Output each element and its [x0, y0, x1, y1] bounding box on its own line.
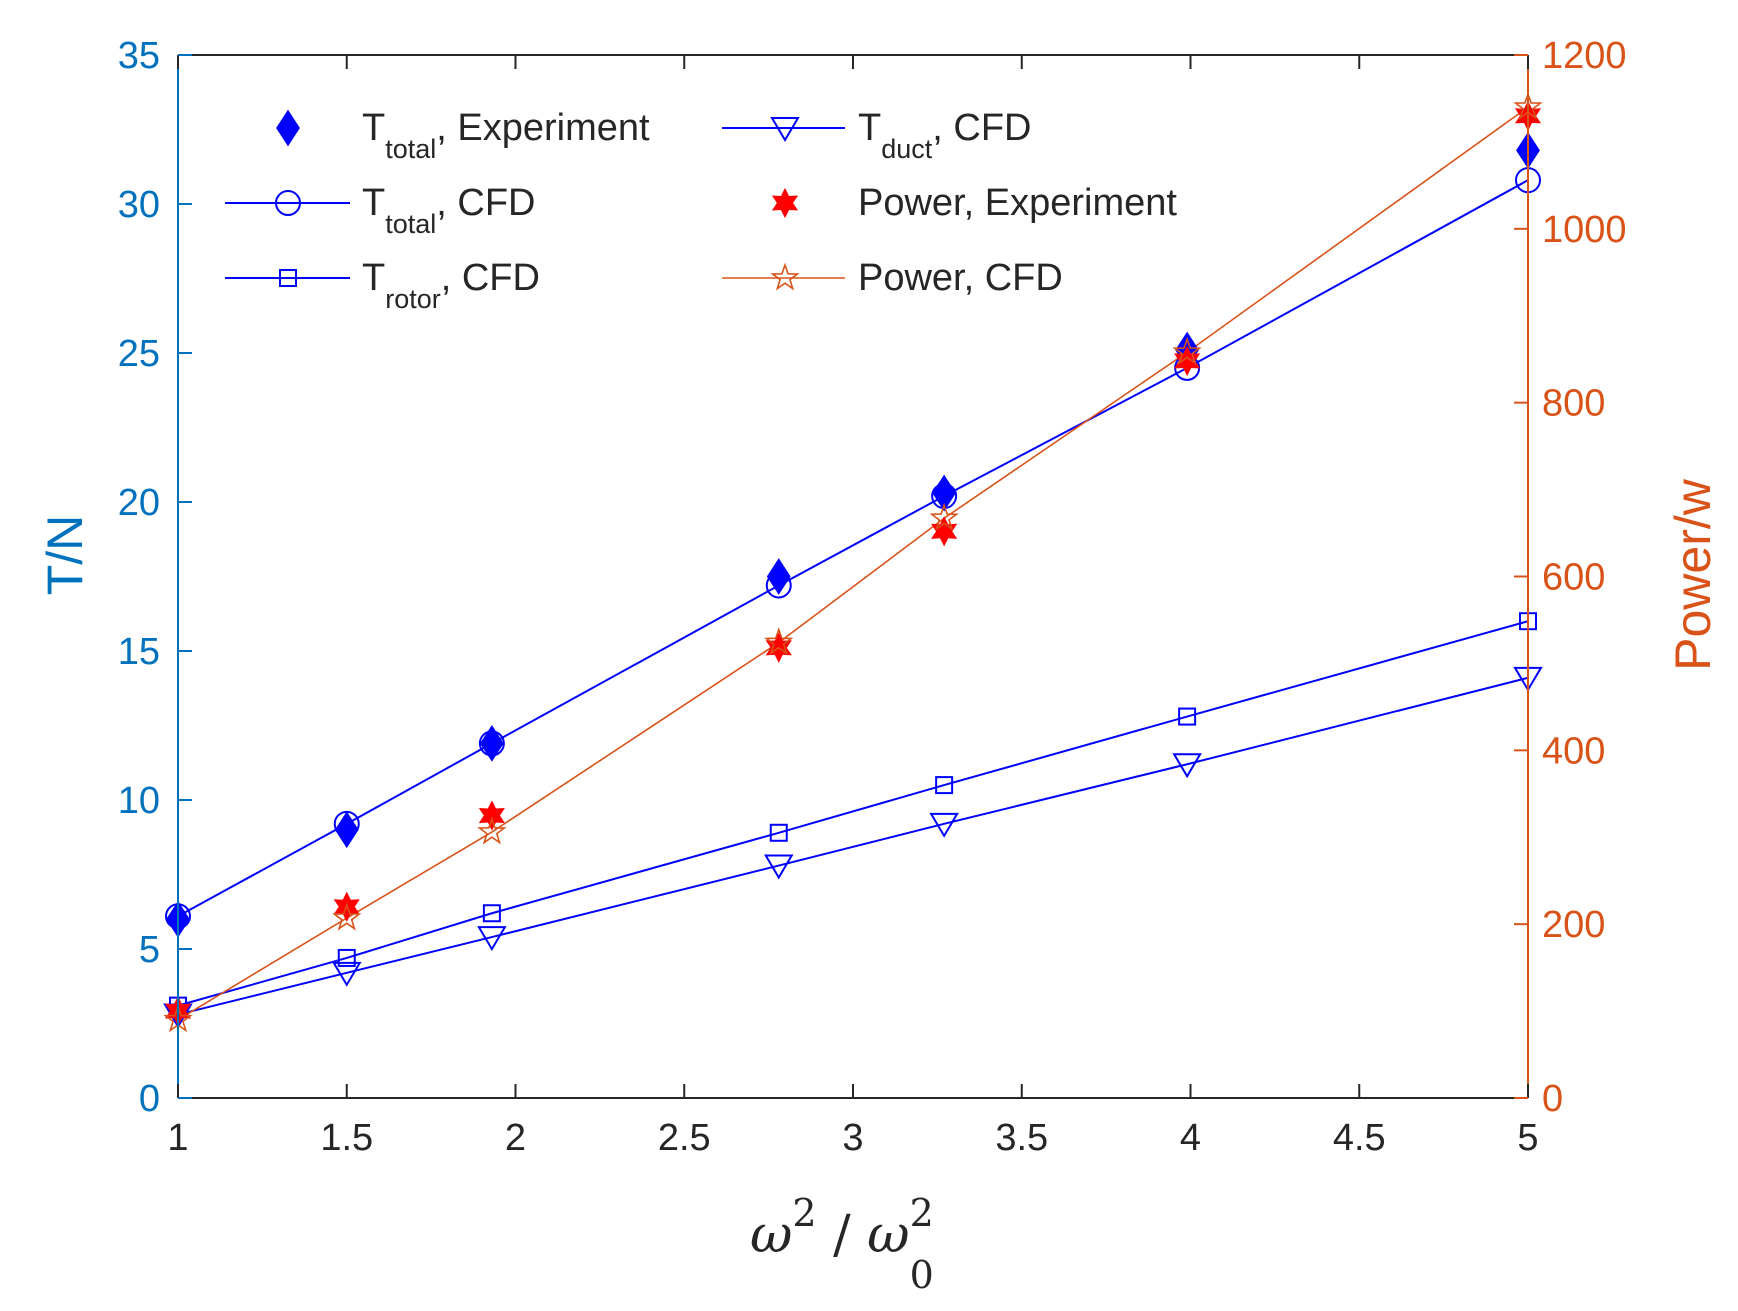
- data-point-t_rotor_cfd-2: [482, 904, 501, 923]
- data-point-t_total_cfd-2: [478, 730, 505, 757]
- y-left-tick-label: 35: [118, 35, 160, 77]
- legend-label-power_cfd: Power, CFD: [858, 257, 1063, 299]
- legend-marker-power_cfd: [770, 262, 800, 291]
- x-tick-label: 4.5: [1333, 1117, 1386, 1159]
- y-left-tick-label: 25: [118, 333, 160, 375]
- axis-labels: T/N Power/w ω2 / ω2 0: [37, 478, 1721, 1297]
- x-tick-label: 2.5: [658, 1117, 711, 1159]
- data-point-t_total_exp-3: [766, 558, 791, 595]
- data-point-power_exp-5: [1174, 345, 1201, 377]
- x-tick-label: 3: [842, 1117, 863, 1159]
- data-point-t_duct_cfd-1: [331, 961, 362, 987]
- x-axis-title: ω2 / ω2 0: [750, 1191, 934, 1297]
- y-left-tick-label: 5: [139, 929, 160, 971]
- y-axis-left-title: T/N: [37, 515, 93, 596]
- y-left-tick-label: 15: [118, 631, 160, 673]
- data-point-power_exp-4: [931, 516, 958, 547]
- legend-marker-power_exp: [771, 187, 799, 219]
- y-left-tick-label: 10: [118, 780, 160, 822]
- data-point-power_cfd-5: [1172, 336, 1202, 365]
- x-tick-label: 1.5: [320, 1117, 373, 1159]
- legend-marker-t_total_exp: [276, 109, 300, 147]
- data-point-t_rotor_cfd-4: [935, 776, 954, 795]
- data-point-power_cfd-4: [929, 502, 959, 531]
- x-tick-label: 5: [1517, 1117, 1538, 1159]
- y-right-tick-label: 0: [1542, 1078, 1563, 1120]
- y-right-tick-label: 1000: [1542, 209, 1627, 251]
- data-point-t_rotor_cfd-1: [337, 948, 356, 967]
- y-right-tick-label: 1200: [1542, 35, 1627, 77]
- y-right-tick-label: 400: [1542, 730, 1605, 772]
- y-left-tick-label: 0: [139, 1078, 160, 1120]
- legend-label-t_total_cfd: Ttotal, CFD: [362, 182, 535, 239]
- legend-label-t_total_exp: Ttotal, Experiment: [362, 107, 650, 164]
- data-point-t_duct_cfd-4: [929, 812, 959, 838]
- data-point-t_total_exp-2: [479, 724, 504, 762]
- y-left-tick-label: 20: [118, 482, 160, 524]
- data-point-t_rotor_cfd-5: [1178, 707, 1197, 726]
- y-right-tick-label: 600: [1542, 557, 1605, 599]
- x-tick-label: 4: [1180, 1117, 1201, 1159]
- x-tick-label: 1: [167, 1117, 188, 1159]
- data-point-t_duct_cfd-3: [763, 854, 794, 880]
- axes: 1 1.5 2 2.5 3 3.5 4 4.5 505101520253035020040060…: [118, 35, 1627, 1159]
- data-point-t_total_cfd-4: [931, 483, 958, 510]
- series-line-t_rotor_cfd: [177, 620, 1529, 1007]
- x-tick-label: 3.5: [995, 1117, 1048, 1159]
- x-tick-label: 2: [505, 1117, 526, 1159]
- data-point-t_duct_cfd-2: [477, 926, 507, 952]
- legend-marker-t_total_cfd: [275, 190, 301, 216]
- legend-label-power_exp: Power, Experiment: [858, 182, 1177, 224]
- data-point-t_total_cfd-3: [765, 572, 792, 599]
- data-point-t_rotor_cfd-3: [769, 823, 788, 842]
- data-point-power_cfd-3: [764, 627, 794, 656]
- y-right-tick-label: 800: [1542, 383, 1605, 425]
- data-point-power_cfd-1: [332, 902, 362, 931]
- data-point-t_total_cfd-1: [333, 810, 360, 837]
- data-point-t_total_exp-1: [334, 811, 359, 849]
- legend-marker-t_duct_cfd: [770, 117, 800, 142]
- legend-label-t_rotor_cfd: Trotor, CFD: [362, 257, 540, 314]
- data-point-t_duct_cfd-5: [1172, 753, 1202, 779]
- data-point-power_cfd-2: [477, 816, 507, 845]
- series-line-t_duct_cfd: [177, 676, 1529, 1016]
- data-point-power_exp-2: [478, 800, 505, 831]
- legend: Ttotal, Experiment Ttotal, CFD Trotor, CFD…: [225, 107, 1177, 314]
- y-axis-right-title: Power/w: [1665, 478, 1721, 671]
- y-right-tick-label: 200: [1542, 904, 1605, 946]
- y-left-tick-label: 30: [118, 184, 160, 226]
- legend-label-t_duct_cfd: Tduct, CFD: [858, 107, 1031, 164]
- series-markers: [163, 91, 1543, 1033]
- legend-marker-t_rotor_cfd: [279, 269, 297, 287]
